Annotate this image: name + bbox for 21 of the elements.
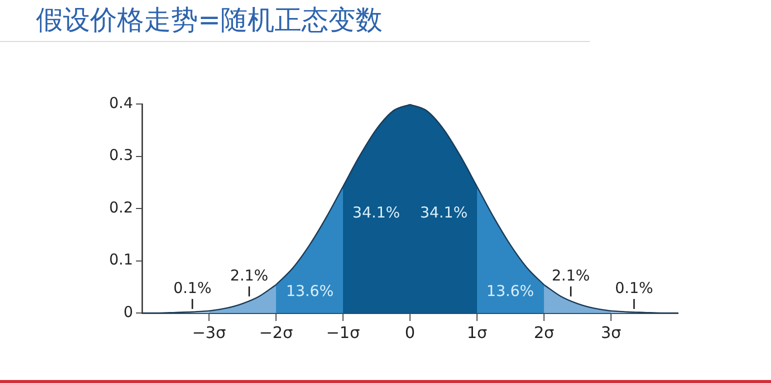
annotation: 2.1%	[552, 266, 590, 284]
x-tick-label: 0	[404, 322, 416, 342]
annotation: 13.6%	[286, 282, 334, 300]
x-tick-label: −1σ	[326, 322, 360, 342]
x-tick-label: 1σ	[466, 322, 488, 342]
chart-title: 假设价格走势=随机正态变数	[36, 4, 383, 38]
annotation: 13.6%	[486, 282, 534, 300]
y-tick-label: 0.2	[109, 198, 133, 216]
annotation: 0.1%	[173, 278, 212, 297]
y-tick-label: 0.1	[109, 250, 133, 269]
x-tick-label: 2σ	[534, 322, 554, 342]
y-tick-label: 0	[123, 302, 133, 321]
y-tick-label: 0.3	[109, 146, 133, 164]
x-tick-label: −3σ	[192, 322, 226, 342]
y-tick-label: 0.4	[109, 94, 133, 112]
annotation: 34.1%	[420, 204, 468, 222]
annotation: 34.1%	[352, 204, 400, 222]
x-tick-label: 3σ	[600, 322, 622, 342]
x-tick-label: −2σ	[259, 322, 293, 342]
annotation: 2.1%	[230, 266, 268, 284]
annotation: 0.1%	[614, 278, 654, 297]
